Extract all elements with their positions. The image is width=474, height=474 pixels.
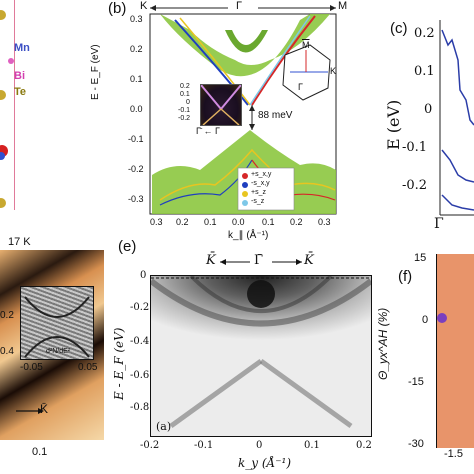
b-ytick-5: -0.2 [128, 164, 144, 174]
atom-bi-dot [8, 58, 14, 64]
panel-b-label: (b) [108, 0, 127, 17]
f-ytick-1: 0 [422, 314, 429, 326]
e-ytick-1: -0.2 [130, 302, 150, 313]
d-arrow [16, 408, 44, 414]
atom-5 [0, 198, 6, 208]
b-xlabel: k_∥ (Å⁻¹) [228, 230, 269, 241]
b-top-gamma: Γ [236, 0, 243, 12]
panel-f-plot-area [436, 254, 474, 448]
legend-0: +s_x,y [251, 171, 272, 178]
f-data-point [437, 313, 447, 323]
atom-4 [0, 152, 5, 160]
b-xtick-3: 0.0 [232, 217, 245, 227]
c-xtick: Γ [434, 216, 444, 232]
b-bz-k: K [330, 66, 337, 76]
f-ytick-0: 15 [414, 252, 427, 264]
b-ytick-3: 0.0 [130, 104, 143, 114]
e-xtick-2: 0 [256, 440, 263, 451]
e-xtick-0: -0.2 [140, 440, 160, 451]
atom-2 [0, 90, 6, 100]
element-te: Te [14, 86, 27, 98]
inset-tick-4: -0.2 [178, 115, 191, 122]
c-ytick-4: -0.2 [402, 178, 428, 193]
d-inset-xtick-0: -0.05 [20, 362, 43, 373]
e-xlabel: k_y (Å⁻¹) [238, 456, 292, 470]
e-ytick-3: -0.6 [130, 370, 150, 381]
f-ylabel: Θ_yx^AH (%) [376, 307, 390, 380]
panel-f-label: (f) [398, 268, 413, 285]
b-xtick-6: 0.3 [318, 217, 331, 227]
e-xtick-3: 0.1 [304, 440, 320, 451]
d-temperature: 17 K [8, 236, 31, 248]
b-ytick-4: -0.1 [128, 134, 144, 144]
atom-1 [0, 10, 6, 20]
panel-b-arpes-inset [200, 84, 242, 126]
b-gap-label: 88 meV [258, 110, 293, 121]
d-arrow-label: K̄ [40, 402, 49, 416]
b-top-k-left: K [140, 0, 148, 12]
f-xtick: -1.5 [444, 448, 463, 460]
d-inset-ytick-1: 0.4 [0, 346, 14, 357]
panel-a-crystal-strip [0, 0, 15, 210]
b-xtick-4: 0.1 [262, 217, 275, 227]
b-xtick-2: 0.1 [204, 217, 217, 227]
b-ytick-2: 0.1 [130, 74, 143, 84]
atom-3 [0, 145, 8, 157]
f-ytick-3: -30 [408, 438, 424, 450]
panel-c-label: (c) [390, 20, 408, 37]
c-ylabel: E (eV) [384, 99, 403, 150]
e-header-k-right: K̄ [304, 253, 314, 268]
e-sub-label: (a) [156, 420, 172, 433]
element-bi: Bi [14, 70, 25, 82]
e-ytick-4: -0.8 [130, 402, 150, 413]
c-ytick-1: 0.1 [414, 64, 435, 79]
b-ytick-1: 0.2 [130, 44, 143, 54]
inset-tick-1: 0.1 [180, 91, 190, 98]
d-xtick: 0.1 [32, 446, 48, 458]
panel-e-label: (e) [118, 238, 137, 255]
inset-tick-3: -0.1 [178, 107, 191, 114]
d-inset-label: d²N/dE² [46, 348, 71, 355]
e-header-k-left: K̄ [206, 253, 216, 268]
b-xtick-5: 0.2 [290, 217, 303, 227]
e-ytick-0: 0 [140, 270, 147, 281]
e-xtick-1: -0.1 [194, 440, 214, 451]
inset-xlabel: Γ̄ ← Γ [196, 126, 220, 136]
legend-2: +s_z [251, 189, 266, 196]
e-header-gamma: Γ̄ [254, 253, 264, 268]
c-ytick-0: 0.2 [414, 26, 435, 41]
legend-3: -s_z [251, 198, 265, 205]
e-ylabel: E - E_F (eV) [112, 327, 126, 400]
d-inset-xtick-1: 0.05 [78, 362, 98, 373]
f-ytick-2: -15 [408, 376, 424, 388]
panel-d-inset [20, 286, 94, 360]
d-inset-ytick-0: 0.2 [0, 310, 14, 321]
b-top-m: M [338, 0, 348, 12]
b-bz-gamma: Γ [298, 82, 303, 92]
inset-tick-2: 0 [186, 99, 190, 106]
element-mn: Mn [14, 42, 30, 54]
e-xtick-4: 0.2 [356, 440, 372, 451]
c-ytick-2: 0 [424, 102, 433, 117]
b-ytick-0: 0.3 [130, 14, 143, 24]
legend-1: -s_x,y [251, 180, 270, 187]
b-ylabel: E - E_F (eV) [90, 44, 101, 100]
panel-e-arpes-map [150, 275, 372, 437]
b-xtick-1: 0.2 [176, 217, 189, 227]
c-ytick-3: -0.1 [402, 140, 428, 155]
b-xtick-0: 0.3 [150, 217, 163, 227]
b-ytick-6: -0.3 [128, 194, 144, 204]
b-bz-m: M [302, 40, 310, 50]
inset-tick-0: 0.2 [180, 83, 190, 90]
e-ytick-2: -0.4 [130, 336, 150, 347]
